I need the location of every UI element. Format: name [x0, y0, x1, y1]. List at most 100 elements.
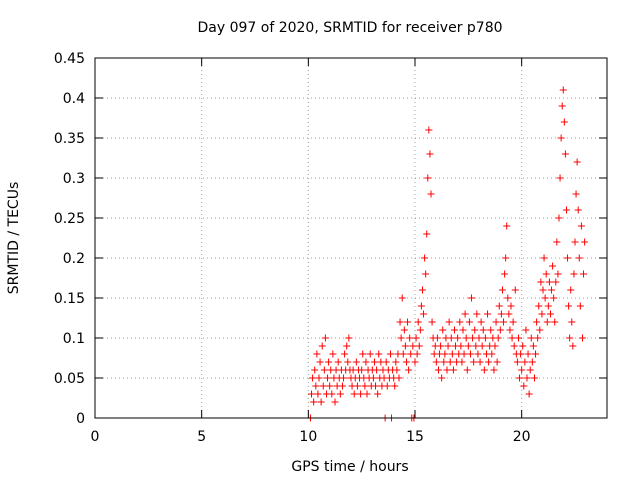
data-point — [398, 294, 406, 302]
data-point — [318, 342, 326, 350]
x-axis-label: GPS time / hours — [291, 459, 408, 475]
data-point — [454, 334, 462, 342]
data-point — [395, 374, 403, 382]
y-axis-label: SRMTID / TECUs — [6, 182, 22, 295]
data-point — [440, 358, 448, 366]
data-point — [578, 334, 586, 342]
data-point — [523, 374, 531, 382]
data-point — [456, 318, 464, 326]
data-point — [518, 366, 526, 374]
data-point — [478, 342, 486, 350]
data-point — [536, 326, 544, 334]
data-point — [400, 326, 408, 334]
data-point — [382, 358, 390, 366]
data-point — [471, 326, 479, 334]
data-point — [313, 350, 321, 358]
data-point — [510, 342, 518, 350]
data-point — [438, 374, 446, 382]
data-point — [574, 206, 582, 214]
data-point — [411, 358, 419, 366]
data-point — [495, 302, 503, 310]
data-point — [501, 270, 509, 278]
x-tick-label: 20 — [513, 429, 531, 445]
data-point — [362, 358, 370, 366]
data-point — [484, 310, 492, 318]
data-point — [418, 286, 426, 294]
data-point — [445, 318, 453, 326]
data-point — [494, 334, 502, 342]
data-point — [474, 350, 482, 358]
data-point — [463, 366, 471, 374]
data-point — [315, 374, 323, 382]
data-point — [309, 374, 317, 382]
data-point — [310, 398, 318, 406]
data-point — [572, 190, 580, 198]
x-tick-labels: 0 5 10 15 20 — [91, 429, 531, 445]
data-point — [316, 358, 324, 366]
data-point — [344, 358, 352, 366]
data-point — [369, 374, 377, 382]
data-point — [363, 390, 371, 398]
data-point — [331, 398, 339, 406]
data-point — [457, 342, 465, 350]
data-point — [570, 270, 578, 278]
data-point — [473, 310, 481, 318]
data-point — [434, 366, 442, 374]
data-point — [532, 350, 540, 358]
data-point — [557, 134, 565, 142]
data-point — [416, 326, 424, 334]
data-point — [366, 350, 374, 358]
data-point — [345, 334, 353, 342]
data-point — [552, 278, 560, 286]
data-point — [566, 334, 574, 342]
data-point — [567, 286, 575, 294]
data-point — [533, 318, 541, 326]
data-point — [450, 326, 458, 334]
data-point — [424, 174, 432, 182]
data-point — [525, 390, 533, 398]
chart-title: Day 097 of 2020, SRMTID for receiver p78… — [197, 20, 502, 36]
data-point — [469, 334, 477, 342]
axis-ticks — [94, 57, 607, 419]
data-point — [488, 350, 496, 358]
data-point — [580, 270, 588, 278]
data-point — [544, 302, 552, 310]
data-point — [341, 350, 349, 358]
data-point — [568, 318, 576, 326]
data-point — [399, 350, 407, 358]
data-point — [340, 374, 348, 382]
data-point — [370, 358, 378, 366]
y-tick-label: 0.3 — [63, 171, 85, 187]
data-point — [326, 382, 334, 390]
x-tick-label: 15 — [406, 429, 424, 445]
data-point — [524, 350, 532, 358]
data-point — [321, 334, 329, 342]
data-point — [308, 390, 316, 398]
data-point — [413, 350, 421, 358]
data-point — [504, 294, 512, 302]
data-point — [527, 334, 535, 342]
data-point — [519, 342, 527, 350]
data-point — [526, 366, 534, 374]
data-point — [320, 366, 328, 374]
data-point — [513, 358, 521, 366]
data-point — [470, 358, 478, 366]
data-point — [336, 390, 344, 398]
data-point — [559, 86, 567, 94]
data-point — [433, 334, 441, 342]
data-point — [516, 374, 524, 382]
data-point — [393, 366, 401, 374]
data-point — [479, 326, 487, 334]
data-point — [551, 318, 559, 326]
data-point — [498, 286, 506, 294]
data-point — [546, 310, 554, 318]
data-point — [509, 318, 517, 326]
data-point — [538, 310, 546, 318]
data-point — [404, 318, 412, 326]
data-point — [448, 350, 456, 358]
data-point — [466, 350, 474, 358]
data-point — [577, 222, 585, 230]
data-point — [422, 270, 430, 278]
data-point — [545, 278, 553, 286]
y-tick-label: 0.45 — [54, 51, 85, 67]
